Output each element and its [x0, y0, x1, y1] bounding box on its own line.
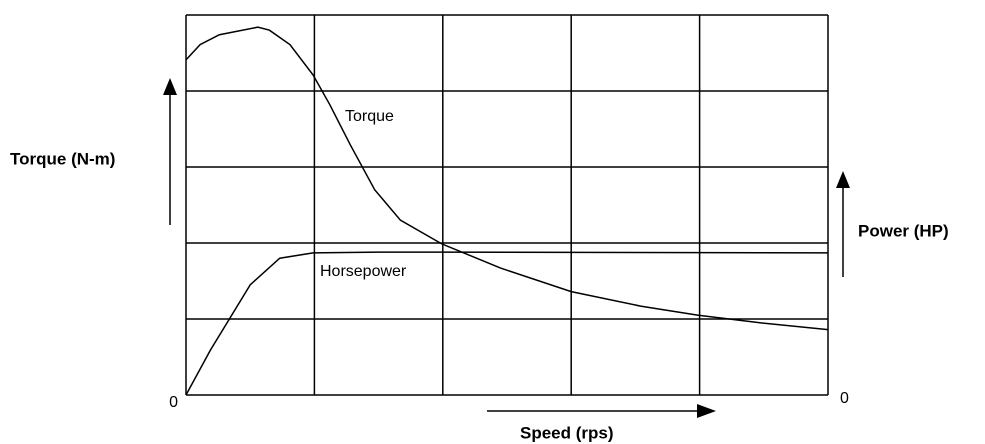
y2-tick-label: 0	[840, 390, 849, 407]
x-axis-label: Speed (rps)	[520, 423, 614, 442]
line-series	[185, 251, 829, 396]
y2-axis-label: Power (HP)	[858, 221, 949, 240]
line-series	[185, 26, 829, 331]
arrows	[163, 78, 850, 418]
series-label: Horsepower	[320, 263, 407, 280]
y-tick-label: 0	[169, 394, 178, 411]
series-label: Torque	[345, 108, 394, 125]
y-axis-label: Torque (N-m)	[10, 149, 115, 168]
